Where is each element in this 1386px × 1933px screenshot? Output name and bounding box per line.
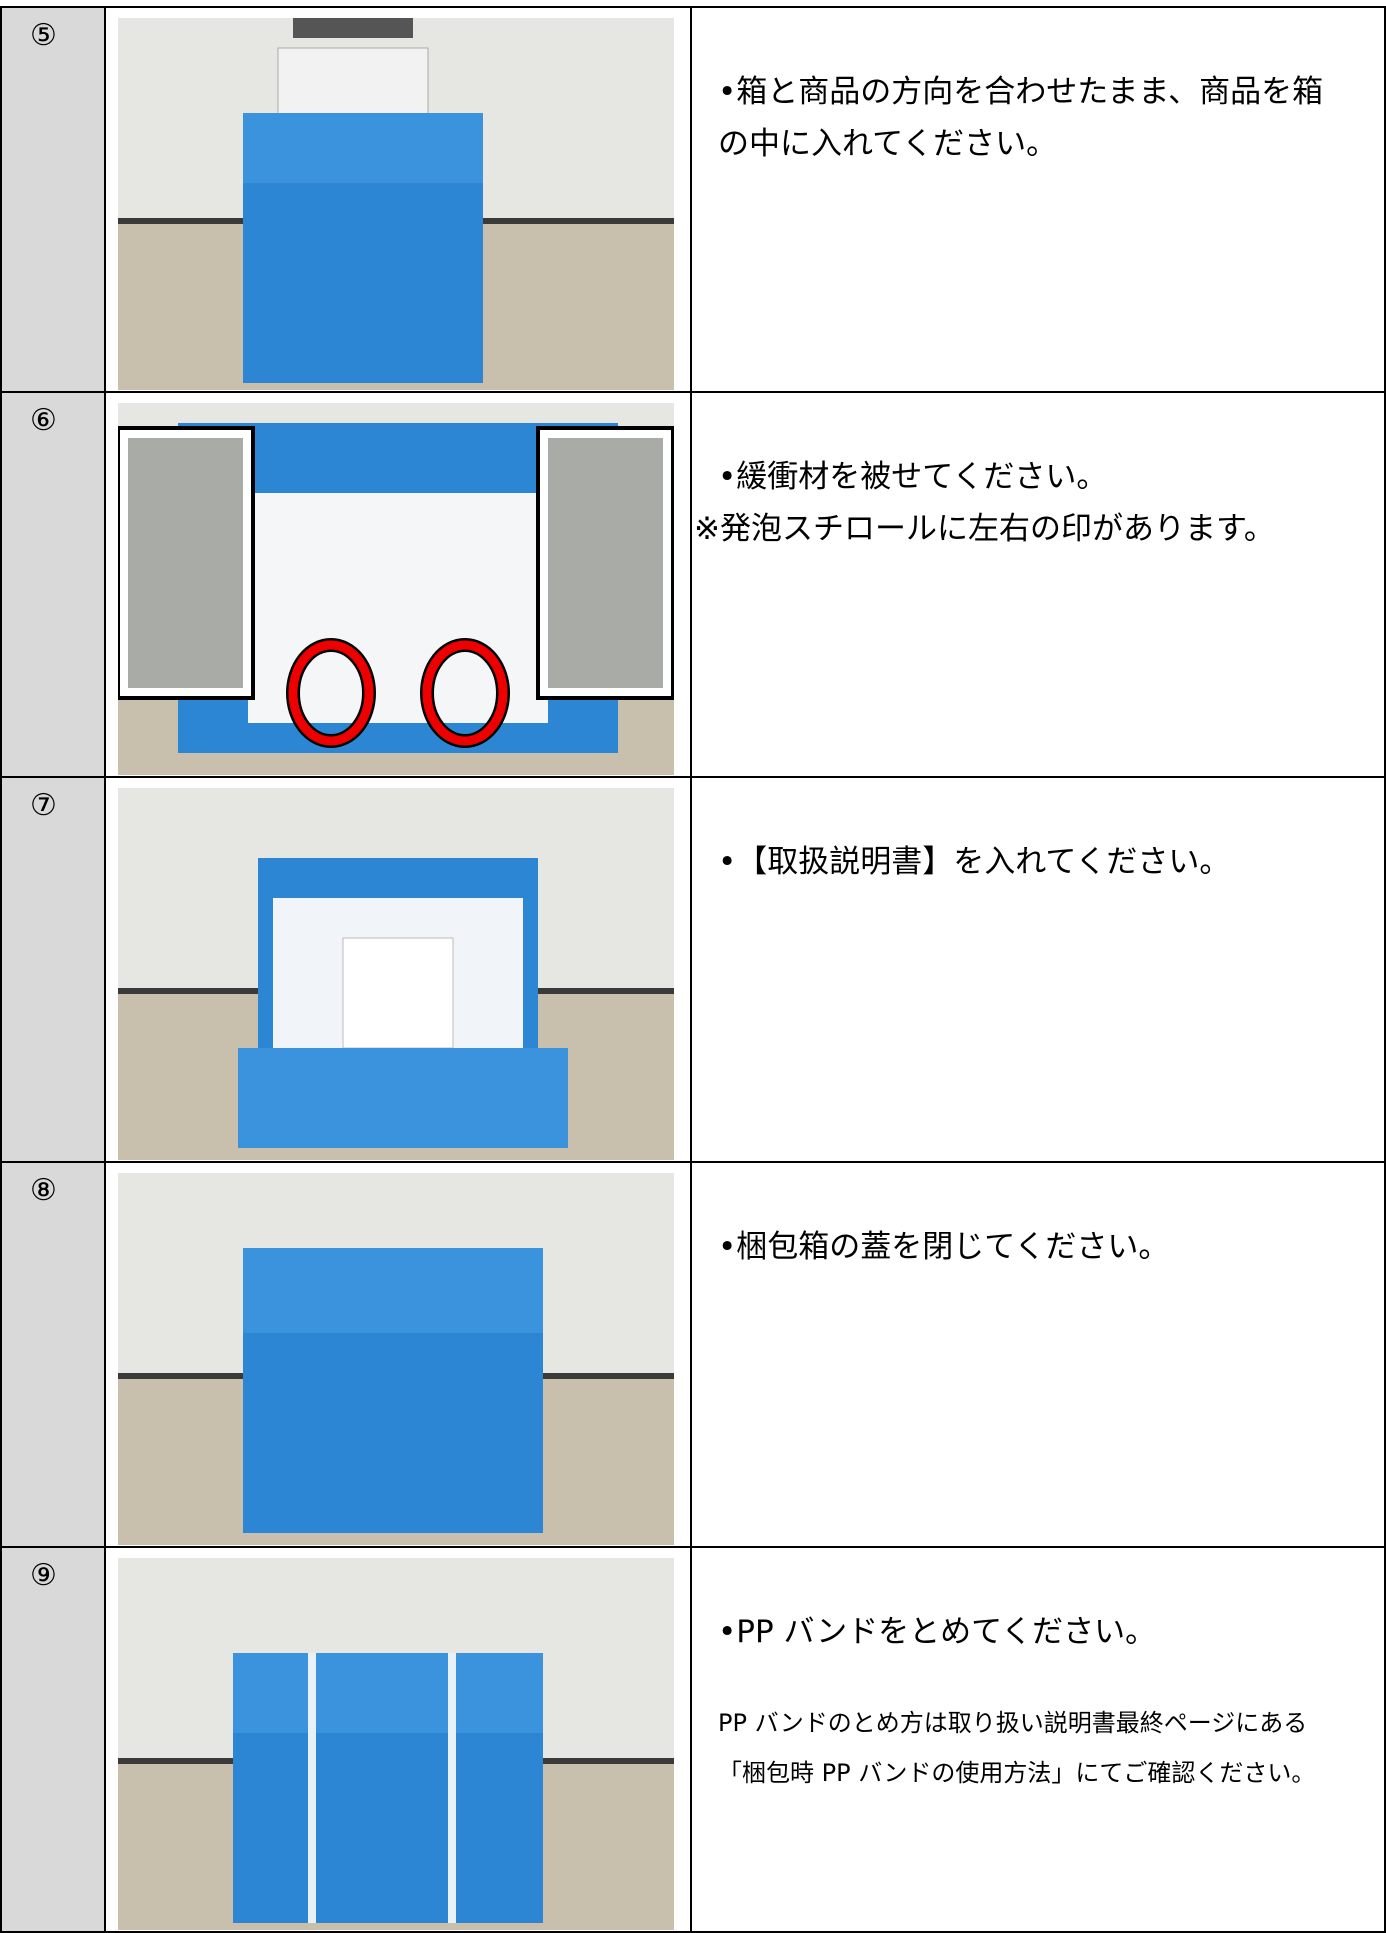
step-number: ⑨ (0, 1546, 106, 1933)
steps-table: ⑤ •箱と商品の方向を合わせたまま、商品を箱の中に入れてください。 ⑥ •緩衝材を被せ… (0, 6, 1386, 1933)
step-row: ⑧ •梱包箱の蓋を閉じてください。 (0, 1161, 1386, 1548)
photo-cell (104, 1546, 692, 1933)
photo (118, 788, 674, 1160)
step-number: ⑥ (0, 391, 106, 778)
step-text-cell: •緩衝材を被せてください。 ※発泡スチロールに左右の印があります。 (690, 391, 1386, 778)
step-text: •【取扱説明書】を入れてください。 (718, 844, 1231, 880)
step-text: •PP バンドをとめてください。 (718, 1614, 1157, 1650)
photo-cell (104, 776, 692, 1163)
step-row: ⑥ •緩衝材を被せてください。 ※発泡スチロールに左右の印があります。 (0, 391, 1386, 778)
photo-cell (104, 6, 692, 393)
step-row: ⑦ •【取扱説明書】を入れてください。 (0, 776, 1386, 1163)
step-text: •梱包箱の蓋を閉じてください。 (718, 1229, 1170, 1265)
photo (118, 403, 674, 775)
step-text-cell: •PP バンドをとめてください。 PP バンドのとめ方は取り扱い説明書最終ページに… (690, 1546, 1386, 1933)
step-number: ⑦ (0, 776, 106, 1163)
step-text: •箱と商品の方向を合わせたまま、商品を箱の中に入れてください。 (718, 74, 1324, 162)
photo-cell (104, 1161, 692, 1548)
step-text-cell: •【取扱説明書】を入れてください。 (690, 776, 1386, 1163)
step-text-cell: •箱と商品の方向を合わせたまま、商品を箱の中に入れてください。 (690, 6, 1386, 393)
photo (118, 1558, 674, 1930)
photo (118, 18, 674, 390)
step-text-cell: •梱包箱の蓋を閉じてください。 (690, 1161, 1386, 1548)
photo-cell (104, 391, 692, 778)
step-row: ⑤ •箱と商品の方向を合わせたまま、商品を箱の中に入れてください。 (0, 6, 1386, 393)
step-number: ⑤ (0, 6, 106, 393)
step-text: •緩衝材を被せてください。 (718, 459, 1108, 495)
photo (118, 1173, 674, 1545)
step-note: PP バンドのとめ方は取り扱い説明書最終ページにある「梱包時 PP バンドの使用… (718, 1709, 1316, 1787)
step-row: ⑨ •PP バンドをとめてください。 PP バンドのとめ方は取り扱い説明書最終ページ… (0, 1546, 1386, 1933)
step-number: ⑧ (0, 1161, 106, 1548)
step-note: ※発泡スチロールに左右の印があります。 (694, 511, 1275, 547)
